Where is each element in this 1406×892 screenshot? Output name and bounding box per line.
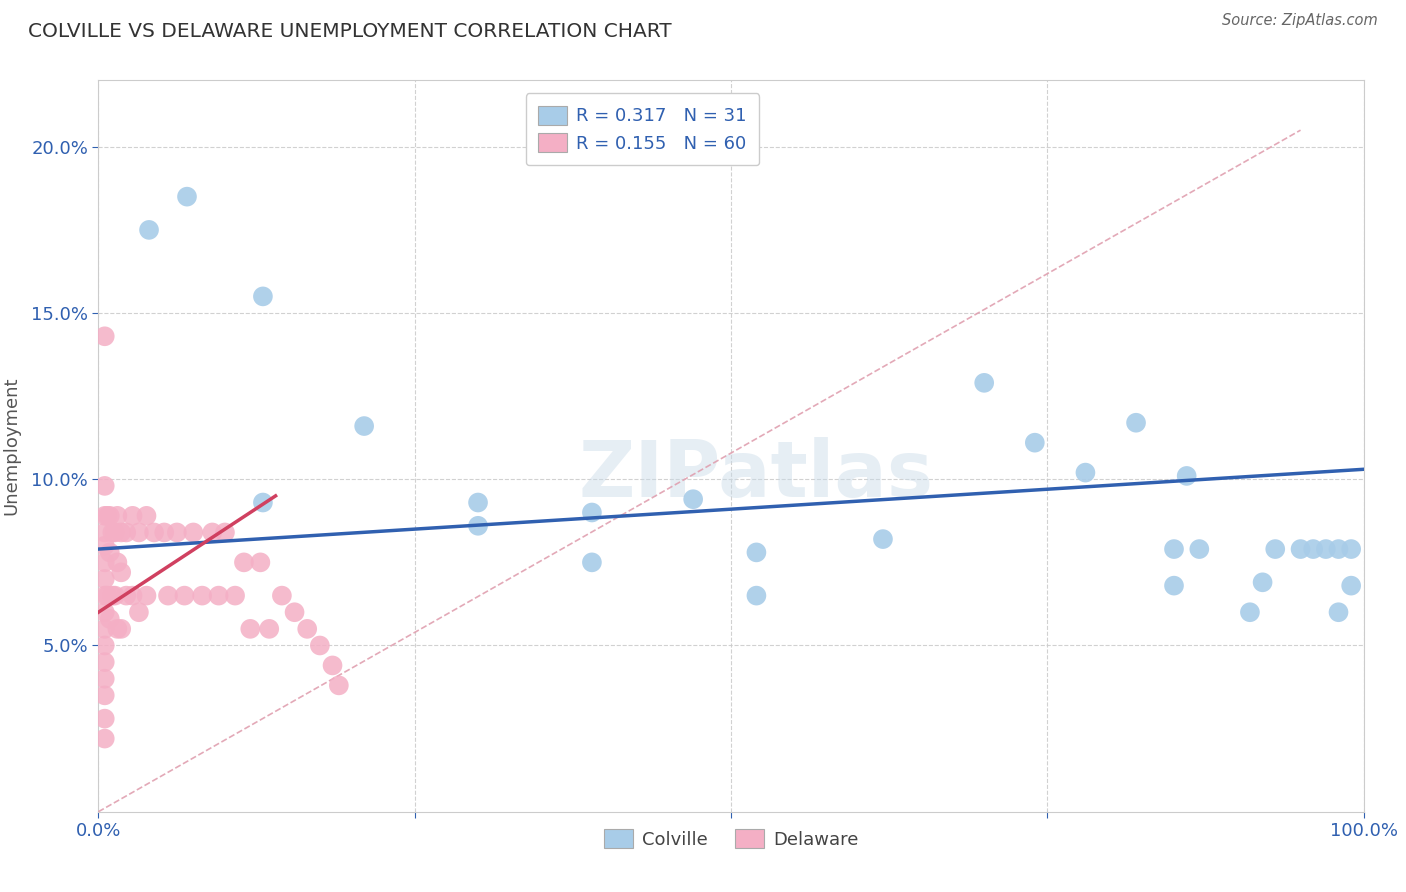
Point (115, 589, 138, 603)
Point (173, 589, 195, 603)
Point (1289, 542, 1312, 557)
Point (157, 589, 180, 603)
Point (1340, 579, 1362, 593)
Point (973, 376, 995, 390)
Point (143, 525, 166, 540)
Point (93, 639, 117, 653)
Point (98, 508, 121, 523)
Point (110, 566, 132, 580)
Point (284, 605, 307, 619)
Point (107, 622, 129, 636)
Point (745, 589, 768, 603)
Point (1163, 579, 1185, 593)
Point (93, 712, 117, 726)
Text: ZIPatlas: ZIPatlas (579, 437, 934, 513)
Point (135, 589, 157, 603)
Point (93, 589, 117, 603)
Point (93, 539, 117, 553)
Point (176, 189, 198, 203)
Point (214, 525, 236, 540)
Point (191, 589, 214, 603)
Point (121, 508, 143, 523)
Point (138, 223, 160, 237)
Point (1239, 605, 1261, 619)
Text: Source: ZipAtlas.com: Source: ZipAtlas.com (1222, 13, 1378, 29)
Point (208, 589, 231, 603)
Point (115, 525, 138, 540)
Point (1024, 435, 1046, 450)
Point (1327, 542, 1350, 557)
Point (101, 525, 124, 540)
Point (233, 555, 256, 569)
Point (1315, 542, 1337, 557)
Point (201, 525, 224, 540)
Point (101, 589, 124, 603)
Point (1302, 542, 1324, 557)
Point (297, 622, 319, 636)
Point (1175, 469, 1198, 483)
Point (107, 508, 129, 523)
Point (1188, 542, 1211, 557)
Point (93, 605, 117, 619)
Point (1125, 416, 1147, 430)
Point (104, 525, 127, 540)
Point (93, 655, 117, 669)
Point (581, 506, 603, 520)
Point (309, 639, 332, 653)
Point (121, 589, 143, 603)
Point (153, 525, 176, 540)
Point (93, 672, 117, 686)
Point (93, 508, 117, 523)
Point (166, 525, 188, 540)
Point (682, 492, 704, 507)
Point (1264, 542, 1286, 557)
Point (239, 622, 262, 636)
Point (135, 508, 157, 523)
Point (270, 589, 294, 603)
Point (93, 622, 117, 636)
Point (467, 495, 489, 509)
Point (249, 555, 271, 569)
Point (467, 518, 489, 533)
Point (96, 589, 118, 603)
Legend: Colville, Delaware: Colville, Delaware (595, 820, 868, 857)
Point (93, 731, 117, 746)
Point (98, 612, 121, 626)
Point (110, 525, 132, 540)
Point (353, 419, 375, 434)
Point (104, 589, 127, 603)
Point (107, 555, 129, 569)
Point (321, 658, 344, 673)
Point (110, 622, 132, 636)
Point (581, 555, 603, 569)
Point (1251, 575, 1274, 590)
Point (96, 508, 118, 523)
Point (872, 532, 894, 546)
Point (93, 479, 117, 493)
Point (1327, 605, 1350, 619)
Point (1340, 542, 1362, 557)
Point (183, 525, 205, 540)
Point (259, 622, 281, 636)
Point (745, 545, 768, 559)
Point (128, 525, 150, 540)
Point (93, 689, 117, 703)
Point (93, 555, 117, 569)
Point (98, 545, 121, 559)
Point (252, 289, 274, 303)
Point (128, 605, 150, 619)
Point (1163, 542, 1185, 557)
Point (93, 329, 117, 343)
Y-axis label: Unemployment: Unemployment (1, 376, 20, 516)
Point (93, 572, 117, 586)
Point (328, 678, 350, 692)
Point (93, 525, 117, 540)
Point (1074, 466, 1097, 480)
Point (252, 495, 274, 509)
Text: COLVILLE VS DELAWARE UNEMPLOYMENT CORRELATION CHART: COLVILLE VS DELAWARE UNEMPLOYMENT CORREL… (28, 22, 672, 41)
Point (224, 589, 246, 603)
